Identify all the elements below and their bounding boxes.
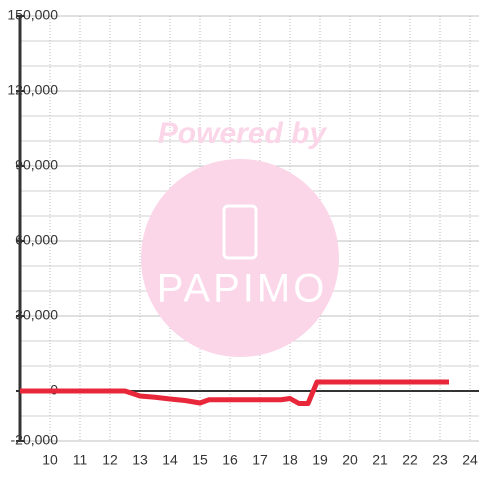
x-tick-label: 23 [432, 452, 448, 468]
watermark-text: PAPIMO [157, 267, 328, 311]
x-tick-label: 21 [372, 452, 388, 468]
x-tick-label: 10 [42, 452, 58, 468]
x-tick-label: 19 [312, 452, 328, 468]
data-line [20, 379, 449, 406]
watermark: Powered by PAPIMO [141, 117, 339, 357]
x-tick-label: 18 [282, 452, 298, 468]
y-tick-label: 30,000 [15, 307, 58, 323]
x-tick-label: 12 [102, 452, 118, 468]
x-tick-label: 14 [162, 452, 178, 468]
x-tick-label: 24 [462, 452, 478, 468]
x-tick-label: 20 [342, 452, 358, 468]
x-tick-label: 15 [192, 452, 208, 468]
x-tick-label: 13 [132, 452, 148, 468]
x-tick-label: 17 [252, 452, 268, 468]
x-tick-label: 16 [222, 452, 238, 468]
watermark-icon [222, 204, 258, 260]
y-tick-label: 120,000 [7, 82, 58, 98]
y-tick-label: -20,000 [11, 432, 59, 448]
x-tick-label: 11 [73, 452, 88, 468]
y-tick-label: 90,000 [15, 157, 58, 173]
watermark-text: Powered by [158, 117, 328, 150]
y-tick-label: 150,000 [7, 7, 58, 23]
y-tick-label: 60,000 [15, 232, 58, 248]
x-tick-label: 22 [402, 452, 418, 468]
